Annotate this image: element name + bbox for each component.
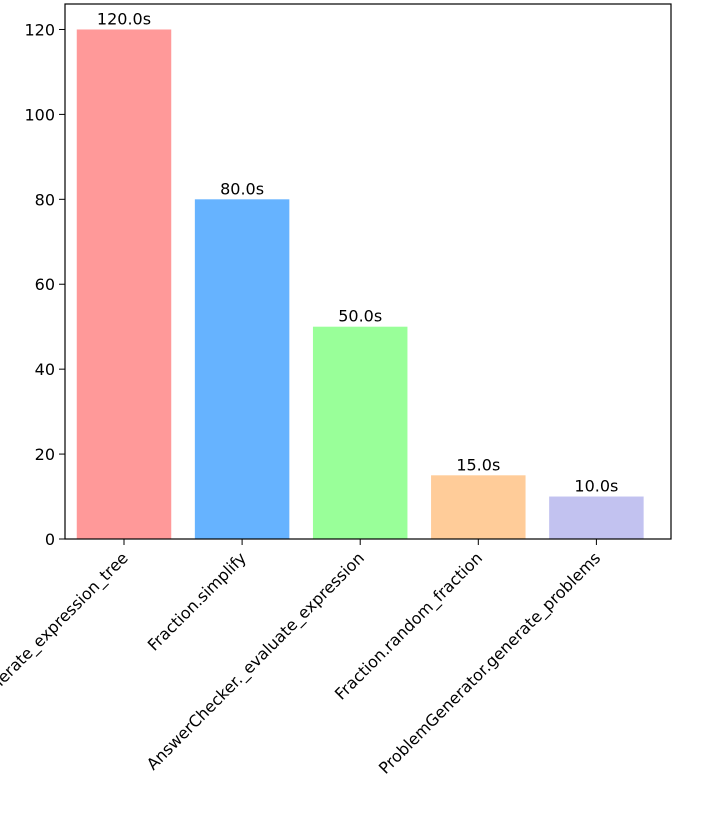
- y-tick-label: 80: [35, 190, 55, 209]
- bars: [76, 29, 644, 540]
- bar: [76, 29, 172, 539]
- x-tick-label: Fraction.simplify: [144, 548, 250, 654]
- y-tick-label: 60: [35, 275, 55, 294]
- x-tick-label: Expression._generate_expression_tree: [0, 548, 133, 779]
- data-labels: 120.0s 80.0s 50.0s 15.0s 10.0s: [97, 9, 618, 495]
- y-tick-label: 100: [24, 105, 55, 124]
- bar-value-label: 15.0s: [456, 455, 500, 474]
- x-tick-label: ProblemGenerator.generate_problems: [375, 548, 605, 778]
- bar: [549, 496, 644, 539]
- bar-value-label: 10.0s: [574, 477, 618, 496]
- x-axis: Expression._generate_expression_tree Frac…: [0, 539, 605, 780]
- y-tick-label: 20: [35, 445, 55, 464]
- bar: [312, 326, 408, 539]
- bar: [431, 475, 526, 539]
- y-axis: 0 20 40 60 80 100 120: [24, 20, 65, 549]
- y-tick-label: 40: [35, 360, 55, 379]
- bar-value-label: 50.0s: [338, 307, 382, 326]
- plot-frame: [64, 3, 672, 540]
- bar-value-label: 120.0s: [97, 9, 151, 28]
- x-tick-label: AnswerChecker._evaluate_expression: [143, 548, 369, 774]
- y-tick-label: 0: [45, 530, 55, 549]
- y-tick-label: 120: [24, 20, 55, 39]
- bar: [194, 199, 290, 540]
- bar-value-label: 80.0s: [220, 179, 264, 198]
